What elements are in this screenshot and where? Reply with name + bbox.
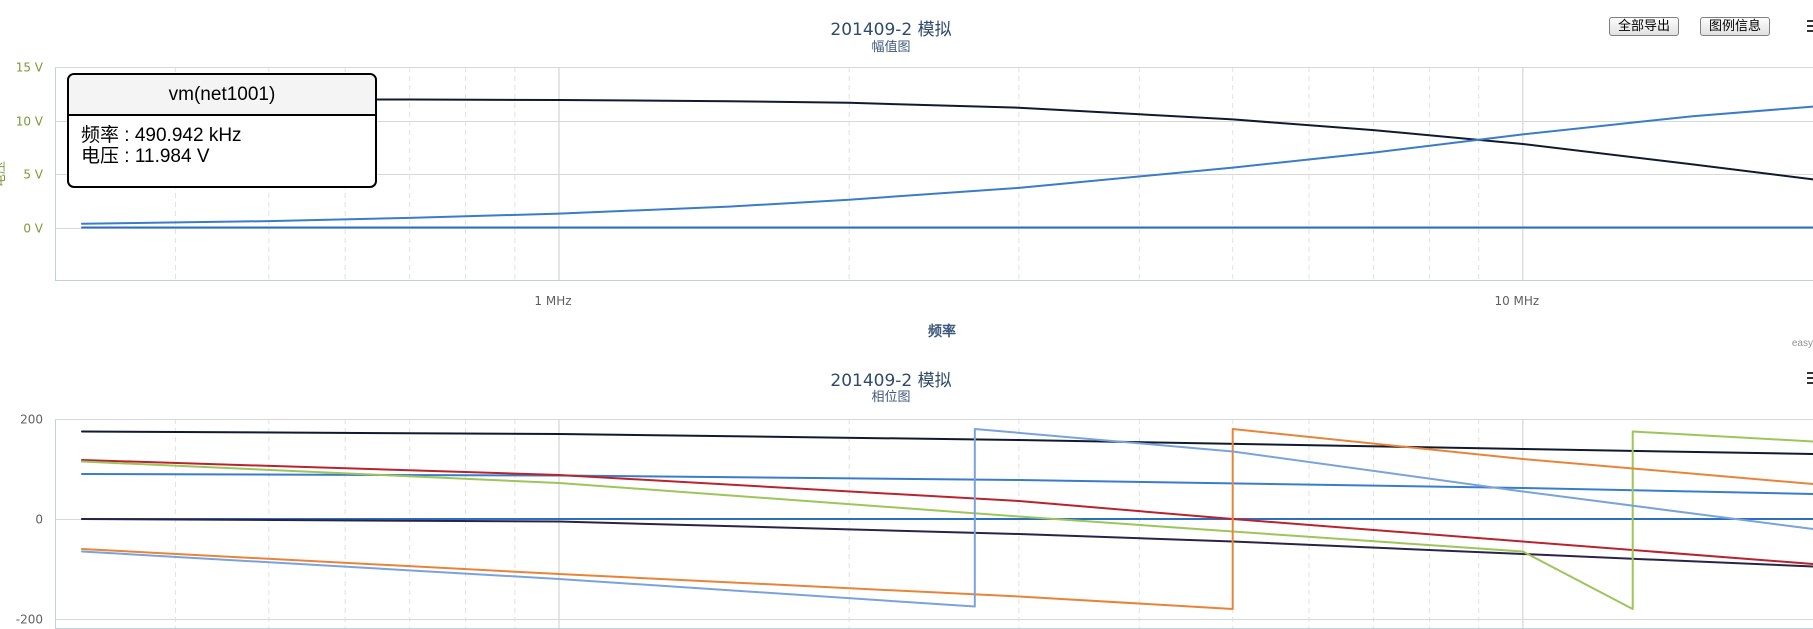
- tooltip-frequency-value: 490.942 kHz: [134, 125, 242, 146]
- amplitude-y-axis-title: 电压: [0, 161, 8, 187]
- data-tooltip: vm(net1001) 频率 : 490.942 kHz 电压 : 11.984…: [67, 73, 377, 188]
- phase-series-line-0[interactable]: [81, 430, 1813, 455]
- amplitude-y-tick-label: 0 V: [23, 222, 43, 236]
- tooltip-frequency-label: 频率: [81, 125, 120, 146]
- amplitude-y-tick-label: 5 V: [23, 168, 43, 182]
- phase-y-tick-label: -200: [16, 613, 43, 627]
- phase-chart-subtitle: 相位图: [871, 390, 911, 405]
- phase-series-line-7[interactable]: [81, 428, 1813, 608]
- phase-plot: 200 0 -200: [16, 413, 1813, 629]
- phase-series-line-4[interactable]: [81, 518, 1813, 568]
- amplitude-x-axis-title: 频率: [928, 324, 956, 340]
- amplitude-y-tick-label: 10 V: [16, 115, 44, 129]
- phase-series-line-6[interactable]: [81, 428, 1813, 610]
- amplitude-plot: 15 V 10 V 5 V 0 V 1 MHz 10 MHz 电压: [0, 61, 1813, 308]
- legend-info-button[interactable]: 图例信息: [1700, 17, 1771, 36]
- phase-series-line-1[interactable]: [81, 473, 1813, 495]
- tooltip-voltage-label: 电压: [81, 146, 120, 167]
- amplitude-chart-subtitle: 幅值图: [871, 40, 911, 55]
- phase-y-tick-label: 0: [35, 513, 43, 527]
- amplitude-chart-title: 201409-2 模拟: [830, 20, 952, 40]
- amplitude-menu-icon[interactable]: [1807, 20, 1813, 34]
- amplitude-series-line-1[interactable]: [81, 105, 1813, 225]
- tooltip-voltage-row: 电压 : 11.984 V: [81, 146, 210, 167]
- tooltip-voltage-value: 11.984 V: [134, 146, 210, 167]
- phase-chart-title: 201409-2 模拟: [830, 371, 952, 391]
- amplitude-x-tick-label: 10 MHz: [1494, 294, 1539, 308]
- amplitude-y-tick-label: 15 V: [16, 61, 44, 75]
- export-all-button[interactable]: 全部导出: [1609, 17, 1680, 36]
- amplitude-x-tick-label: 1 MHz: [534, 294, 571, 308]
- tooltip-series-name: vm(net1001): [69, 75, 375, 116]
- chart-credit: easy: [1791, 338, 1813, 349]
- tooltip-frequency-row: 频率 : 490.942 kHz: [81, 125, 242, 146]
- amplitude-series-line-0[interactable]: [260, 98, 1813, 181]
- phase-menu-icon[interactable]: [1807, 372, 1813, 386]
- phase-series-line-3[interactable]: [81, 459, 1813, 565]
- phase-y-tick-label: 200: [20, 413, 43, 427]
- phase-series-line-5[interactable]: [81, 430, 1813, 610]
